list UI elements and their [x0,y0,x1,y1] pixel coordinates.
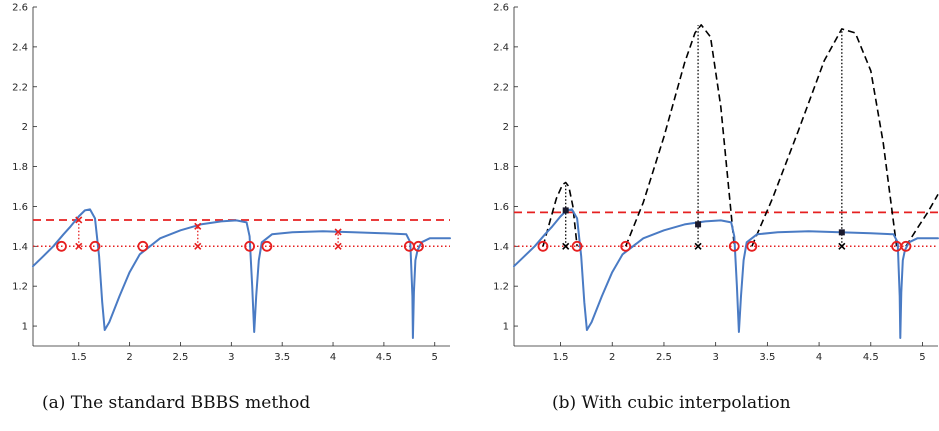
caption-a: (a) The standard BBBS method [42,393,310,413]
y-tick-label: 2.2 [12,82,28,93]
midpoint-lower-marker [334,242,342,250]
x-tick-label: 3.5 [274,352,290,363]
cubic-interpolant-curve [905,194,939,247]
x-tick-label: 3 [712,352,718,363]
crossing-marker [244,240,256,252]
midpoint-upper-marker [334,228,342,236]
y-tick-label: 2 [503,122,509,133]
maximizer-base-marker [562,242,570,250]
x-tick-label: 2 [126,352,132,363]
x-tick-label: 1.5 [71,352,87,363]
cubic-interpolant-curve [751,28,898,247]
x-tick-label: 2.5 [173,352,189,363]
panel-a-plot: 1.5 2 2.5 3 3.5 4 4.5 5 1 1.2 1.4 1.6 1.8 2 2.2 2.4 2.6 [12,3,451,363]
crossing-marker [620,240,632,252]
x-tick-label: 5 [432,352,438,363]
crossing-marker [900,240,912,252]
x-tick-label: 4 [816,352,822,363]
x-tick-label: 3.5 [759,352,775,363]
x-tick-label: 4 [330,352,336,363]
crossing-marker [746,240,758,252]
y-tick-label: 1.2 [493,282,509,293]
y-tick-label: 2.4 [12,42,28,53]
function-curve [513,208,939,339]
y-tick-label: 1 [503,322,509,333]
crossing-marker [571,240,583,252]
y-tick-label: 2.6 [12,3,28,14]
cubic-interpolant-curve [624,24,736,247]
x-tick-label: 3 [228,352,234,363]
x-tick-label: 2.5 [656,352,672,363]
midpoint-upper-marker [75,216,83,224]
crossing-marker [728,240,740,252]
maximizer-point [838,229,845,236]
cubic-interpolant-curve [542,181,578,247]
maximizer-base-marker [694,242,702,250]
y-tick-label: 2.4 [493,42,509,53]
function-curve [32,208,451,339]
maximizer-base-marker [838,242,846,250]
y-tick-label: 2 [22,122,28,133]
x-tick-label: 4.5 [863,352,879,363]
x-tick-label: 4.5 [376,352,392,363]
midpoint-upper-marker [194,222,202,230]
midpoint-lower-marker [194,242,202,250]
crossing-marker [537,240,549,252]
crossing-marker [56,240,67,252]
crossing-marker [261,240,273,252]
x-tick-label: 5 [919,352,925,363]
y-tick-label: 1.8 [12,162,28,173]
caption-b: (b) With cubic interpolation [552,393,791,413]
y-tick-label: 1.4 [12,242,28,253]
crossing-marker [137,240,149,252]
panel-b-plot: 1.5 2 2.5 3 3.5 4 4.5 5 1 1.2 1.4 1.6 1.8 2 2.2 2.4 2.6 [493,3,939,363]
y-tick-label: 1.2 [12,282,28,293]
y-tick-label: 1.6 [12,202,28,213]
y-tick-label: 2.2 [493,82,509,93]
y-tick-label: 2.6 [493,3,509,14]
midpoint-lower-marker [75,242,83,250]
maximizer-point [562,207,569,214]
crossing-marker [89,240,101,252]
x-tick-label: 1.5 [553,352,569,363]
y-tick-label: 1 [22,322,28,333]
y-tick-label: 1.6 [493,202,509,213]
maximizer-point [695,221,702,228]
y-tick-label: 1.4 [493,242,509,253]
y-tick-label: 1.8 [493,162,509,173]
crossing-marker [413,240,424,252]
x-tick-label: 2 [609,352,615,363]
